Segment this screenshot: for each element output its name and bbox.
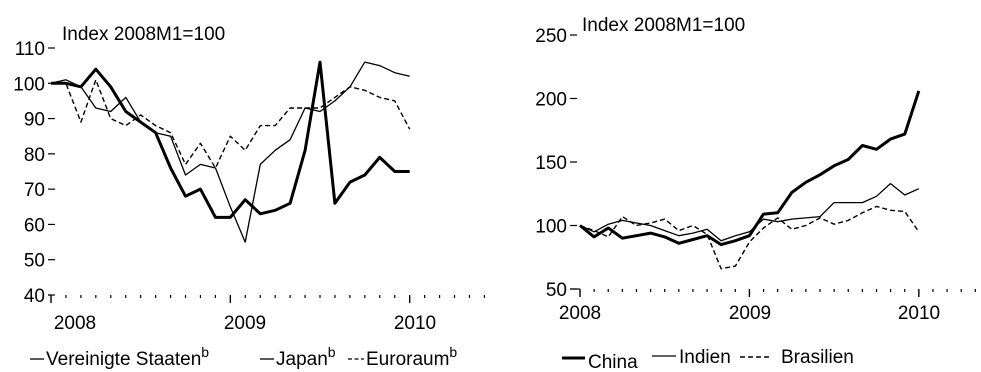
rc-y-tick-label-50: 50 [546, 280, 567, 301]
lc-y-tick-label-90: 90 [24, 110, 45, 131]
legend-label-brasilien: Brasilien [781, 347, 854, 368]
right-plot-area [579, 90, 921, 270]
rc-series-line-brasilien [579, 205, 920, 270]
rc-y-tick-label-200: 200 [535, 90, 567, 111]
left-plot-area [50, 60, 411, 243]
legend-label-china: China [588, 352, 638, 372]
left-x-tick-label-2008: 2008 [54, 313, 96, 334]
left-chart: Index 2008M1=100 40 50 60 70 80 90 100 110 2008… [13, 24, 486, 370]
right-y-axis: 50 100 150 200 250 [535, 26, 577, 301]
lc-y-tick-label-70: 70 [24, 180, 45, 201]
lc-y-tick-label-80: 80 [24, 145, 45, 166]
lc-series-line-euroraum [51, 79, 411, 169]
left-x-tick-label-2009: 2009 [224, 313, 266, 334]
rc-series-line-indien [579, 182, 920, 242]
legend-label-euroraum: Euroraum [366, 349, 449, 370]
lc-y-tick-label-110: 110 [15, 39, 45, 60]
rc-y-tick-label-150: 150 [535, 153, 567, 174]
legend-label-indien: Indien [679, 347, 731, 368]
legend-item-vereinigte-staaten: Vereinigte Staatenb [30, 344, 209, 370]
left-y-axis: 40 50 60 70 80 90 100 110 [13, 39, 55, 307]
legend-item-indien: Indien [652, 347, 731, 368]
legend-item-euroraum: Euroraumb [348, 344, 457, 370]
lc-y-tick-label-60: 60 [24, 215, 45, 236]
left-legend: Vereinigte Staatenb Japanb Euroraumb [30, 344, 457, 370]
legend-label-japan: Japan [276, 349, 328, 370]
lc-series-line-vereinigte-staaten [51, 60, 410, 219]
legend-item-japan: Japanb [260, 344, 336, 370]
rc-y-tick-label-250: 250 [535, 26, 567, 47]
svg-text:Vereinigte Staatenb: Vereinigte Staatenb [46, 344, 209, 370]
legend-label-vereinigte-staaten: Vereinigte Staaten [46, 349, 201, 370]
left-unit-label: Index 2008M1=100 [62, 24, 225, 45]
right-chart: Index 2008M1=100 50 100 150 200 250 2008 200… [535, 15, 976, 372]
svg-text:Japanb: Japanb [276, 344, 336, 370]
right-unit-label: Index 2008M1=100 [582, 15, 745, 36]
legend-item-brasilien: Brasilien [740, 347, 854, 368]
lc-y-tick-label-40: 40 [24, 286, 45, 307]
legend-item-china: China [562, 352, 638, 372]
right-x-tick-label-2008: 2008 [559, 303, 601, 324]
left-x-axis [48, 294, 486, 303]
svg-text:Euroraumb: Euroraumb [366, 344, 457, 370]
right-legend: China Indien Brasilien [562, 347, 854, 372]
right-x-tick-label-2010: 2010 [898, 303, 940, 324]
lc-y-tick-label-100: 100 [13, 74, 45, 95]
left-x-tick-label-2010: 2010 [394, 313, 436, 334]
legend-superscript-euroraum: b [449, 344, 457, 360]
lc-y-tick-label-50: 50 [24, 251, 45, 272]
rc-y-tick-label-100: 100 [535, 217, 567, 238]
rc-series-line-china [579, 90, 921, 247]
legend-superscript-vereinigte-staaten: b [201, 344, 209, 360]
right-x-axis [570, 288, 976, 297]
right-x-tick-label-2009: 2009 [729, 303, 771, 324]
legend-superscript-japan: b [328, 344, 336, 360]
